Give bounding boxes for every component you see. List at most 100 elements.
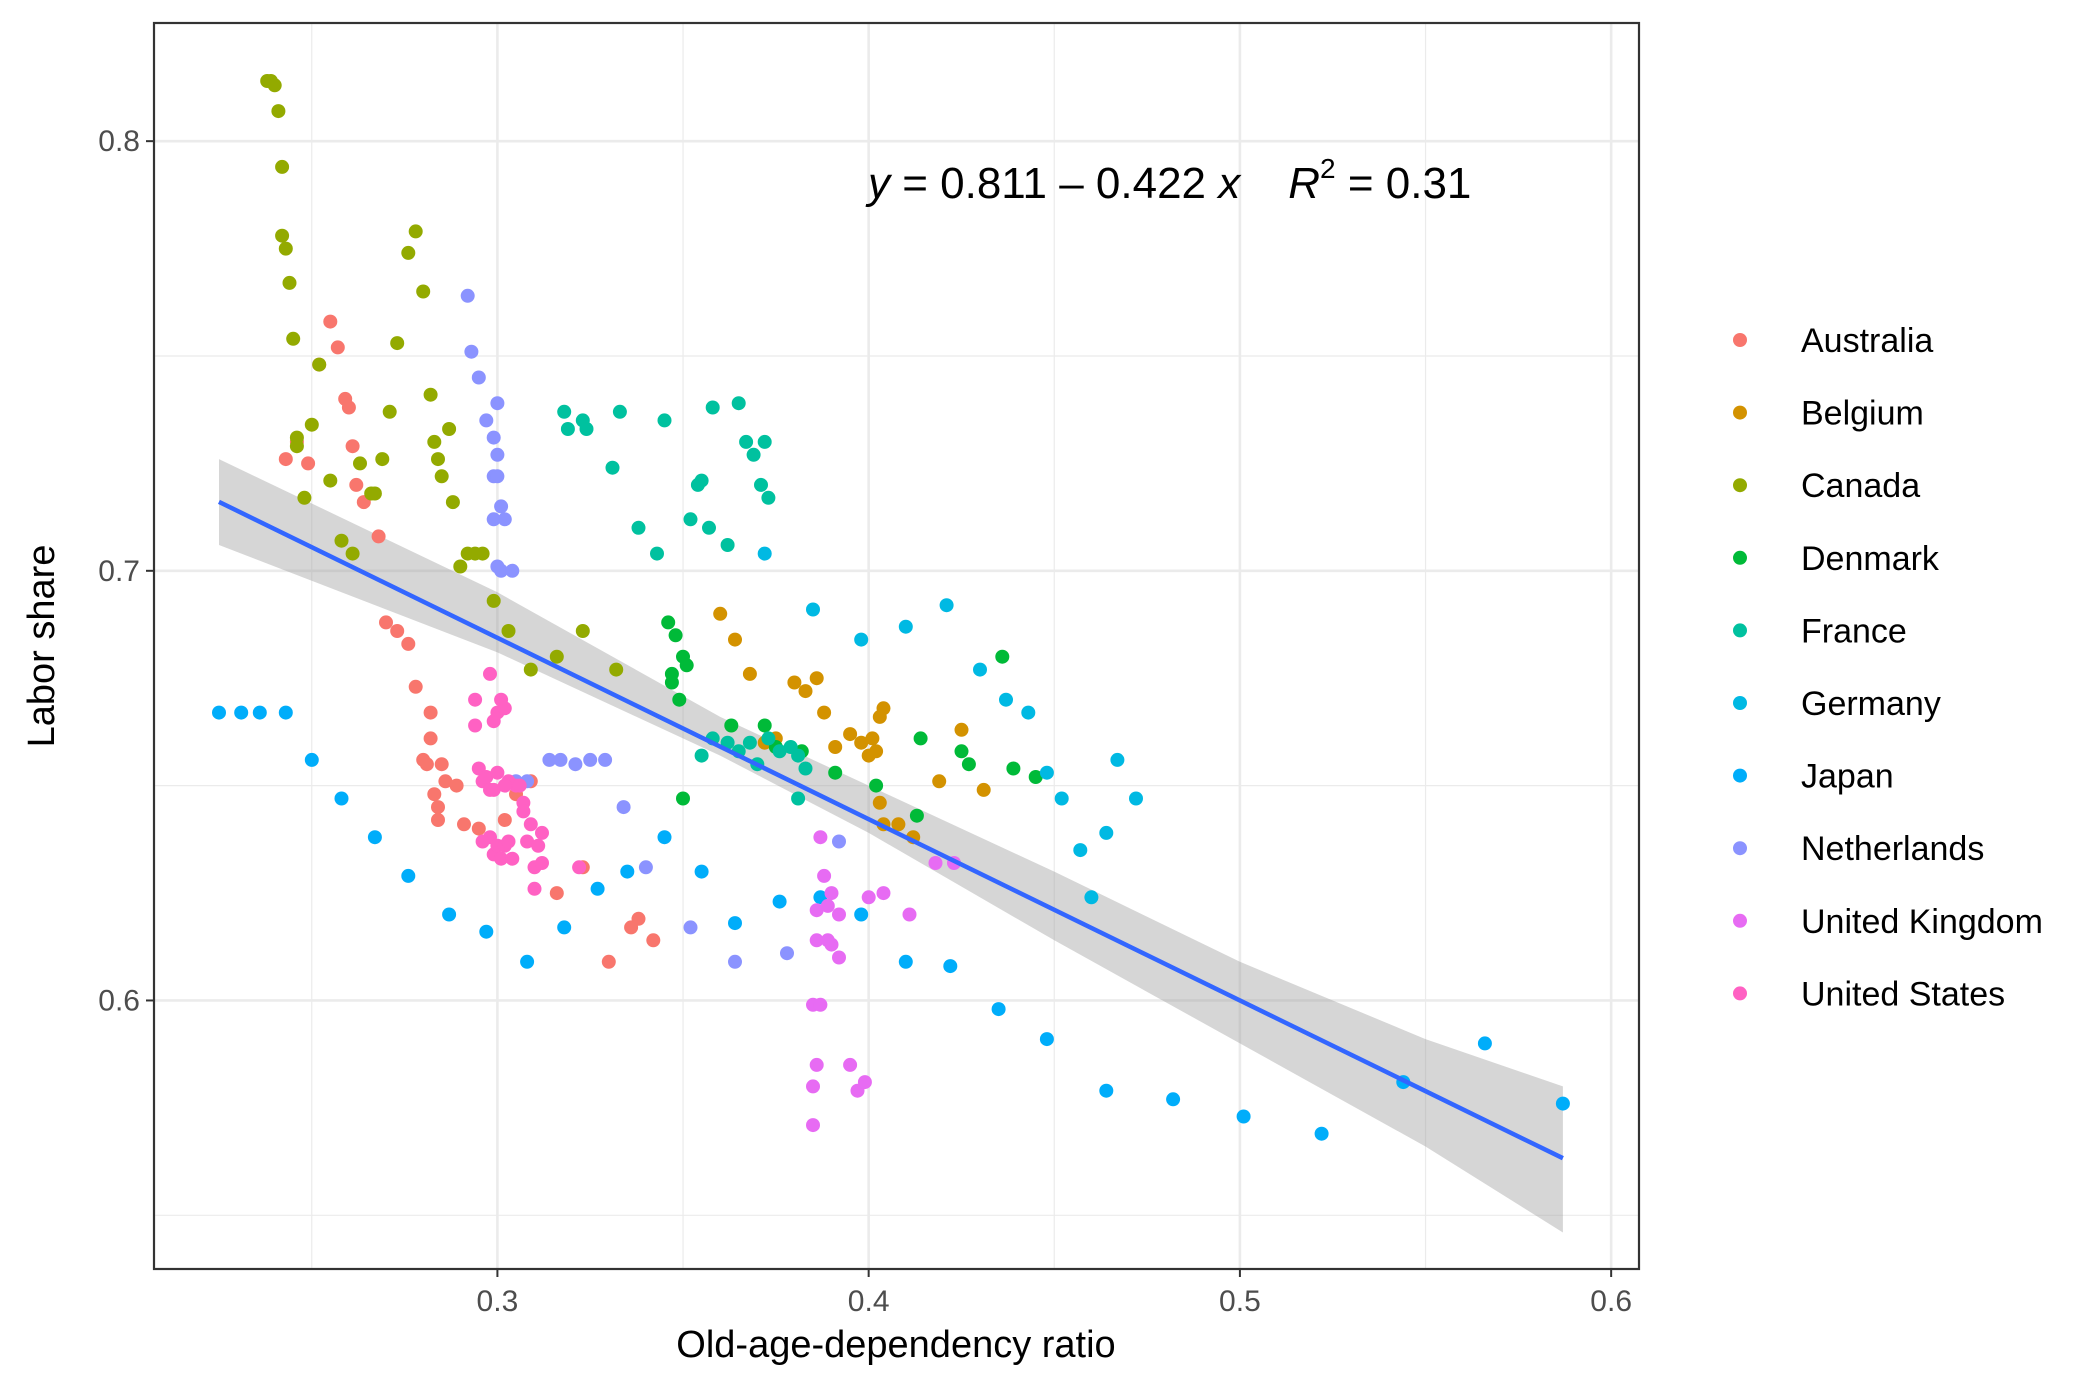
legend-label: United States — [1801, 975, 2005, 1013]
data-point — [549, 649, 564, 664]
data-point — [345, 546, 360, 561]
data-point — [523, 662, 538, 677]
data-point — [832, 950, 846, 965]
data-point — [995, 649, 1010, 664]
regression-equation: y = 0.811 – 0.422 x R2 = 0.31 — [865, 153, 1471, 208]
data-point — [512, 778, 527, 793]
data-point — [349, 477, 364, 492]
data-point — [557, 404, 572, 419]
data-point — [289, 439, 304, 454]
series-germany — [757, 546, 1143, 905]
axis-ticks: 0.3 0.4 0.5 0.6 0.6 0.7 0.8 — [98, 125, 1632, 1318]
r-squared-variable: R — [1288, 159, 1320, 208]
data-point — [809, 933, 824, 948]
data-point — [832, 834, 846, 849]
series-japan — [212, 705, 1570, 1141]
data-point — [832, 907, 846, 922]
data-point — [806, 1118, 820, 1133]
legend: Australia Belgium Canada Denmark France Germa… — [1733, 322, 2043, 1013]
data-point — [828, 765, 843, 780]
data-point — [720, 538, 735, 552]
data-point — [1166, 1092, 1181, 1107]
series-united-kingdom — [806, 830, 961, 1133]
data-point — [694, 473, 709, 488]
data-point — [553, 752, 568, 767]
data-point — [275, 228, 290, 243]
data-point — [898, 954, 913, 969]
data-point — [650, 546, 664, 561]
equation-x-variable: x — [1216, 159, 1242, 208]
data-point — [479, 413, 494, 428]
legend-item-netherlands: Netherlands — [1733, 830, 1984, 868]
data-point — [401, 245, 416, 260]
data-point — [382, 404, 397, 419]
data-point — [494, 499, 509, 514]
data-point — [676, 791, 690, 806]
data-point — [286, 331, 301, 346]
data-point — [419, 757, 434, 772]
data-point — [464, 344, 479, 359]
data-point — [999, 692, 1013, 707]
data-point — [664, 675, 679, 690]
data-point — [486, 430, 501, 445]
data-point — [434, 757, 449, 772]
equation-y-variable: y — [865, 159, 893, 208]
data-point — [1084, 890, 1099, 905]
data-point — [505, 851, 520, 866]
data-point — [1073, 843, 1088, 858]
data-point — [824, 886, 839, 901]
data-point — [913, 731, 928, 746]
data-point — [471, 370, 486, 385]
data-point — [954, 722, 969, 737]
data-point — [590, 881, 605, 896]
data-point — [560, 422, 575, 436]
data-point — [791, 748, 806, 763]
data-point — [928, 856, 943, 870]
data-point — [683, 920, 698, 935]
data-point — [757, 546, 772, 561]
legend-key — [1733, 986, 1747, 1001]
data-point — [605, 460, 620, 475]
data-point — [497, 813, 512, 827]
data-point — [549, 886, 564, 901]
data-point — [909, 808, 924, 823]
data-point — [520, 954, 535, 969]
data-point — [438, 774, 453, 789]
data-point — [212, 705, 226, 720]
data-point — [631, 520, 646, 535]
legend-label: Denmark — [1801, 540, 1940, 578]
data-point — [679, 658, 694, 673]
x-tick-label: 0.3 — [477, 1285, 519, 1318]
data-point — [954, 744, 969, 759]
r-squared-exponent: 2 — [1320, 153, 1336, 184]
data-point — [668, 628, 683, 643]
data-point — [657, 413, 672, 428]
data-point — [431, 800, 445, 815]
legend-item-japan: Japan — [1733, 758, 1894, 796]
data-point — [505, 563, 520, 578]
legend-key — [1733, 913, 1747, 928]
data-point — [483, 666, 497, 681]
data-point — [1039, 1032, 1054, 1047]
legend-item-canada: Canada — [1733, 467, 1920, 505]
data-point — [497, 778, 512, 793]
legend-item-germany: Germany — [1733, 685, 1941, 723]
data-point — [379, 615, 393, 630]
data-point — [297, 490, 312, 505]
series-united-states — [468, 666, 587, 896]
data-point — [683, 512, 698, 527]
data-point — [731, 396, 746, 411]
data-point — [1314, 1126, 1329, 1141]
data-point — [865, 731, 880, 746]
data-point — [620, 864, 635, 879]
data-point — [252, 705, 267, 720]
data-point — [471, 821, 486, 836]
data-point — [460, 288, 475, 303]
data-point — [479, 770, 494, 784]
data-point — [367, 830, 382, 845]
data-point — [434, 469, 449, 484]
data-point — [278, 705, 293, 720]
data-point — [809, 903, 824, 918]
data-point — [431, 452, 445, 467]
series-denmark — [661, 615, 1043, 823]
